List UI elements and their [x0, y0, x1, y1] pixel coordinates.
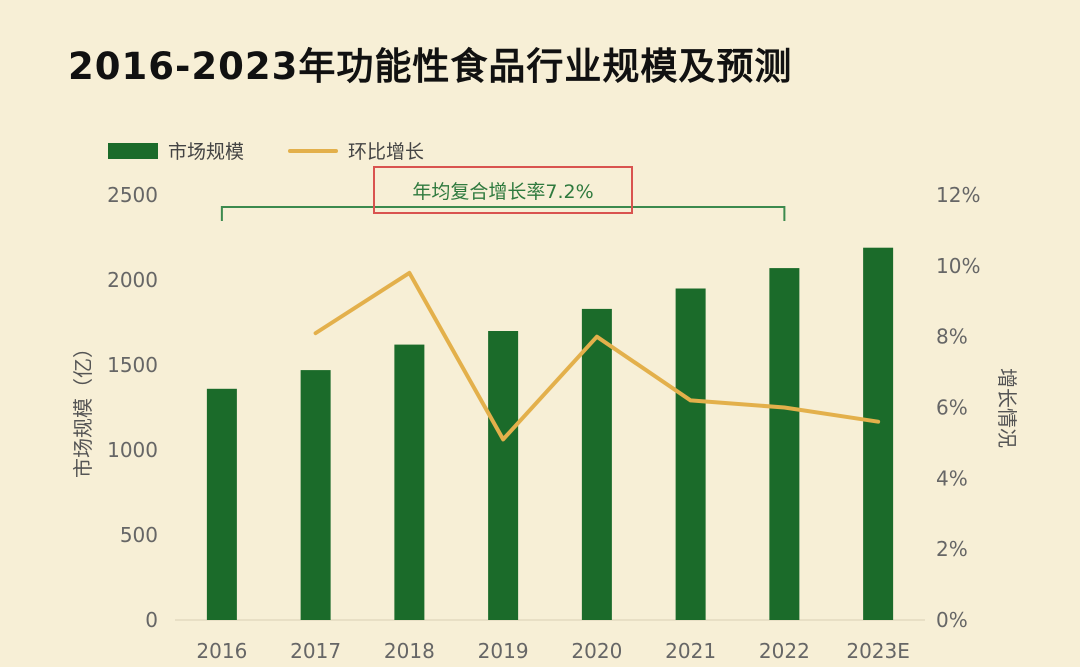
- y2-tick-label: 4%: [936, 466, 968, 490]
- bar: [300, 370, 331, 620]
- x-tick-label: 2022: [759, 639, 810, 663]
- legend-label-market-size: 市场规模: [168, 141, 245, 163]
- legend-item-growth: 环比增长: [288, 137, 424, 164]
- bar: [675, 288, 706, 620]
- y-tick-label: 2500: [107, 183, 158, 207]
- chart-title: 2016-2023年功能性食品行业规模及预测: [68, 45, 793, 88]
- x-tick-label: 2016: [196, 639, 247, 663]
- legend-item-market-size: 市场规模: [108, 137, 244, 164]
- bar: [769, 268, 800, 620]
- y-axis-label: 市场规模（亿）: [71, 338, 95, 478]
- y2-tick-label: 12%: [936, 183, 980, 207]
- y-tick-label: 1000: [107, 438, 158, 462]
- legend-swatch-line: [288, 148, 339, 153]
- legend: 市场规模 环比增长: [108, 137, 424, 164]
- y-tick-label: 1500: [107, 353, 158, 377]
- x-tick-label: 2023E: [846, 639, 910, 663]
- y-tick-label: 0: [145, 608, 158, 632]
- y2-tick-label: 0%: [936, 608, 968, 632]
- x-tick-label: 2019: [478, 639, 529, 663]
- x-tick-label: 2018: [384, 639, 435, 663]
- cagr-annotation: 年均复合增长率7.2%: [373, 166, 633, 214]
- legend-label-growth: 环比增长: [348, 141, 425, 163]
- y2-tick-label: 10%: [936, 254, 980, 278]
- bar: [581, 308, 612, 620]
- y2-tick-label: 2%: [936, 537, 968, 561]
- bar: [488, 331, 519, 620]
- x-tick-label: 2021: [665, 639, 716, 663]
- bar: [206, 388, 237, 620]
- bar: [863, 247, 894, 620]
- x-tick-label: 2017: [290, 639, 341, 663]
- y2-tick-label: 6%: [936, 396, 968, 420]
- x-tick-label: 2020: [571, 639, 622, 663]
- cagr-bracket: [220, 206, 786, 221]
- growth-line: [313, 270, 881, 442]
- y-tick-label: 500: [120, 523, 158, 547]
- y2-axis-label: 增长情况: [995, 368, 1019, 448]
- legend-swatch-bar: [108, 142, 158, 159]
- y-tick-label: 2000: [107, 268, 158, 292]
- bar: [394, 344, 425, 620]
- y2-tick-label: 8%: [936, 325, 968, 349]
